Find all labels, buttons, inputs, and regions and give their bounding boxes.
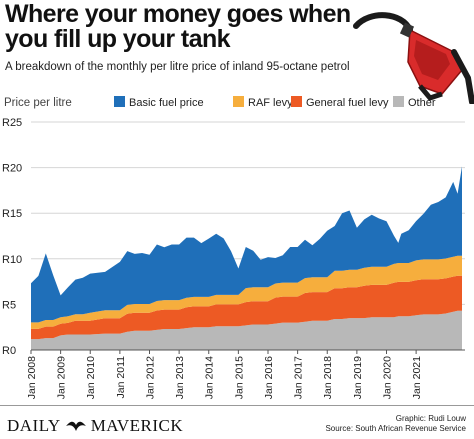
page-subtitle: A breakdown of the monthly per litre pri… [5,61,350,73]
x-tick-label: Jan 2010 [85,356,97,399]
y-tick-label: R20 [2,163,22,175]
y-axis-label: Price per litre [4,97,72,109]
logo: DAILY MAVERICK [7,416,183,436]
legend-label: Other [408,97,436,109]
legend-swatch [114,96,125,107]
credit-block: Graphic: Rudi Louw Source: South African… [325,414,466,434]
x-tick-label: Jan 2019 [352,356,364,399]
source-credit: Source: South African Revenue Service [325,424,466,433]
legend-label: General fuel levy [306,97,389,109]
series-area-raf-levy [31,255,462,329]
legend-label: RAF levy [248,97,293,109]
chart: R0 R5 R10 R15 R20 R25 Jan 2008 Jan 2009 Jan 2010… [2,96,465,399]
x-tick-label: Jan 2008 [26,356,38,399]
x-tick-label: Jan 2018 [322,356,334,399]
page-title: Where your money goes when you fill up y… [5,0,351,53]
logo-text-left: DAILY [7,416,61,435]
y-tick-label: R0 [2,345,16,357]
legend-item-basic-fuel-price: Basic fuel price [114,96,204,109]
fuel-pump-nozzle-icon [353,12,474,104]
legend-label: Basic fuel price [129,97,204,109]
legend-swatch [233,96,244,107]
y-tick-label: R5 [2,299,16,311]
legend-item-other: Other [393,96,436,109]
footer-divider [0,405,474,406]
legend-item-general-fuel-levy: General fuel levy [291,96,389,109]
x-tick-label: Jan 2017 [293,356,305,399]
y-tick-label: R25 [2,117,22,129]
logo-text-right: MAVERICK [90,416,184,435]
x-tick-label: Jan 2012 [144,356,156,399]
series-area-basic-fuel-price [31,166,462,323]
y-tick-label: R15 [2,208,22,220]
legend-item-raf-levy: RAF levy [233,96,293,109]
series-area-other [31,310,462,350]
x-tick-label: Jan 2015 [233,356,245,399]
x-tick-label: Jan 2009 [56,356,68,399]
x-tick-label: Jan 2020 [381,356,393,399]
x-tick-label: Jan 2021 [411,356,423,399]
x-tick-label: Jan 2014 [204,356,216,399]
graphic-credit: Graphic: Rudi Louw [395,414,466,423]
y-tick-label: R10 [2,254,22,266]
x-tick-label: Jan 2011 [115,356,127,399]
series-area-general-fuel-levy [31,275,462,340]
x-tick-label: Jan 2016 [263,356,275,399]
legend-swatch [291,96,302,107]
x-tick-label: Jan 2013 [174,356,186,399]
maverick-bird-icon [65,421,86,431]
legend-swatch [393,96,404,107]
